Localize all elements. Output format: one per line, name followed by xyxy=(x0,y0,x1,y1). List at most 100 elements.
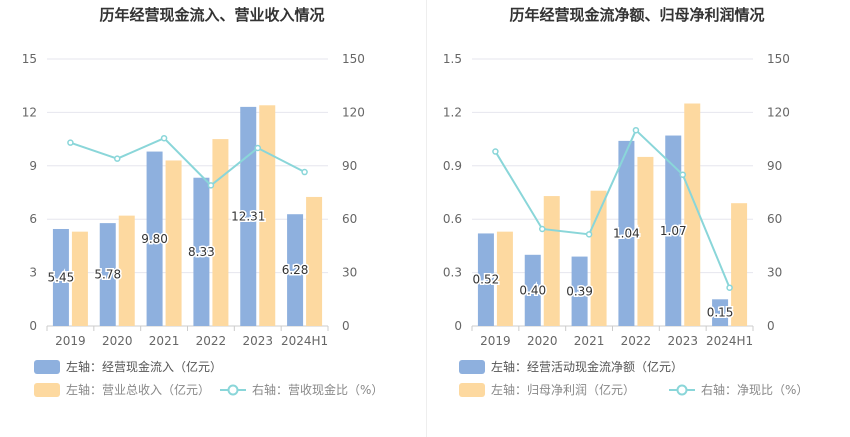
bar-net-cashflow-2022 xyxy=(618,140,635,326)
bar-net-profit-2019 xyxy=(496,231,513,326)
right-axis-tick: 150 xyxy=(342,52,365,66)
x-axis-label: 2021 xyxy=(574,334,605,348)
bar-net-cashflow-2020 xyxy=(524,254,541,326)
chart-title: 历年经营现金流净额、归母净利润情况 xyxy=(509,6,764,24)
legend-swatch-bar-left xyxy=(34,360,60,374)
bar-net-profit-2023 xyxy=(684,103,701,326)
data-label-2019: 0.52 xyxy=(473,273,500,287)
left-axis-tick: 12 xyxy=(22,105,37,119)
left-axis-tick: 15 xyxy=(22,52,37,66)
bar-net-cashflow-2024H1 xyxy=(712,299,729,326)
line-point-2019 xyxy=(492,148,499,155)
bar-net-profit-2021 xyxy=(590,190,607,326)
data-label-2023: 12.31 xyxy=(231,209,265,223)
data-label-2019: 5.45 xyxy=(48,270,75,284)
bar-cash-inflow-2020 xyxy=(99,223,116,326)
bar-revenue-2021 xyxy=(165,160,182,326)
x-axis-label: 2024H1 xyxy=(281,334,328,348)
left-axis-tick: 0.6 xyxy=(443,212,462,226)
bar-cash-inflow-2024H1 xyxy=(287,214,304,326)
chart-net-cashflow-profit: 历年经营现金流净额、归母净利润情况 0 0 0.3 30 0.6 60 0.9 90 1.2 120… xyxy=(443,6,808,397)
x-axis-label: 2022 xyxy=(196,334,227,348)
data-label-2024H1: 6.28 xyxy=(282,263,309,277)
line-point-2019 xyxy=(67,139,74,146)
legend-swatch-bar-left xyxy=(459,360,485,374)
bar-cash-inflow-2019 xyxy=(52,228,69,326)
bar-revenue-2020 xyxy=(118,215,135,326)
right-axis-tick: 60 xyxy=(342,212,357,226)
right-axis-tick: 0 xyxy=(767,319,775,333)
x-axis-label: 2020 xyxy=(102,334,133,348)
legend-swatch-bar-right xyxy=(34,383,60,397)
x-axis-label: 2019 xyxy=(480,334,511,348)
line-net-cash-ratio xyxy=(494,128,731,289)
bar-cash-inflow-2023 xyxy=(240,106,257,326)
left-axis-tick: 0.3 xyxy=(443,266,462,280)
legend-label: 左轴：经营活动现金流净额（亿元） xyxy=(491,359,683,374)
line-point-2022 xyxy=(207,182,215,189)
legend-label: 左轴：归母净利润（亿元） xyxy=(491,382,635,397)
bar-revenue-2023 xyxy=(259,105,276,326)
x-axis-label: 2023 xyxy=(667,334,698,348)
legend-swatch-line-marker xyxy=(676,384,688,396)
right-axis-tick: 0 xyxy=(342,319,350,333)
line-point-2023 xyxy=(679,171,686,178)
data-label-2021: 0.39 xyxy=(566,284,593,298)
line-point-2021 xyxy=(585,231,593,238)
legend-swatch-line-marker xyxy=(227,384,239,396)
line-point-2020 xyxy=(539,225,546,233)
line-point-2022 xyxy=(632,126,640,134)
data-label-2020: 5.78 xyxy=(94,268,121,282)
bar-net-profit-2020 xyxy=(543,196,560,326)
line-revenue-cash-ratio xyxy=(70,137,306,187)
left-axis-tick: 1.5 xyxy=(443,52,462,66)
bar-revenue-2019 xyxy=(71,231,88,326)
left-axis-tick: 9 xyxy=(29,159,37,173)
legend-label: 左轴：营业总收入（亿元） xyxy=(66,382,210,397)
data-label-2022: 8.33 xyxy=(188,245,215,259)
data-label-2023: 1.07 xyxy=(660,224,687,238)
data-label-2020: 0.40 xyxy=(519,283,546,297)
data-label-2022: 1.04 xyxy=(613,226,640,240)
legend-label: 右轴：净现比（%） xyxy=(701,382,808,397)
left-axis-tick: 0 xyxy=(29,319,37,333)
x-axis-label: 2020 xyxy=(527,334,558,348)
data-label-2021: 9.80 xyxy=(141,232,168,246)
line-point-2024H1 xyxy=(301,168,308,176)
bar-net-profit-2024H1 xyxy=(731,203,748,326)
right-axis-tick: 30 xyxy=(342,266,357,280)
legend-label: 左轴：经营现金流入（亿元） xyxy=(66,359,222,374)
x-axis-label: 2023 xyxy=(242,334,273,348)
left-axis-tick: 0.9 xyxy=(443,159,462,173)
right-axis-tick: 120 xyxy=(342,105,365,119)
left-axis-tick: 6 xyxy=(29,212,37,226)
x-axis-label: 2019 xyxy=(55,334,86,348)
right-axis-tick: 120 xyxy=(767,105,790,119)
x-axis-label: 2024H1 xyxy=(706,334,753,348)
bar-cash-inflow-2022 xyxy=(193,177,210,326)
legend-swatch-bar-right xyxy=(459,383,485,397)
left-axis-tick: 1.2 xyxy=(443,105,462,119)
right-axis-tick: 30 xyxy=(767,266,782,280)
line-point-2024H1 xyxy=(726,284,733,291)
right-axis-tick: 90 xyxy=(342,159,357,173)
line-point-2021 xyxy=(160,134,168,142)
line-point-2020 xyxy=(114,155,121,162)
legend-label: 右轴：营收现金比（%） xyxy=(252,382,383,397)
left-axis-tick: 0 xyxy=(454,319,462,333)
x-axis-label: 2021 xyxy=(149,334,180,348)
bar-net-cashflow-2021 xyxy=(571,256,588,326)
chart-cash-inflow-revenue: 历年经营现金流入、营业收入情况 0 0 3 30 6 60 9 90 12 120 15 150 2019… xyxy=(22,6,383,397)
right-axis-tick: 150 xyxy=(767,52,790,66)
right-axis-tick: 60 xyxy=(767,212,782,226)
bar-revenue-2022 xyxy=(212,139,229,326)
x-axis-label: 2022 xyxy=(621,334,652,348)
bar-net-profit-2022 xyxy=(637,156,654,326)
bar-net-cashflow-2023 xyxy=(665,135,682,326)
right-axis-tick: 90 xyxy=(767,159,782,173)
bar-net-cashflow-2019 xyxy=(477,233,494,326)
bar-revenue-2024H1 xyxy=(306,196,323,326)
data-label-2024H1: 0.15 xyxy=(707,306,734,320)
panel-divider xyxy=(426,0,427,437)
